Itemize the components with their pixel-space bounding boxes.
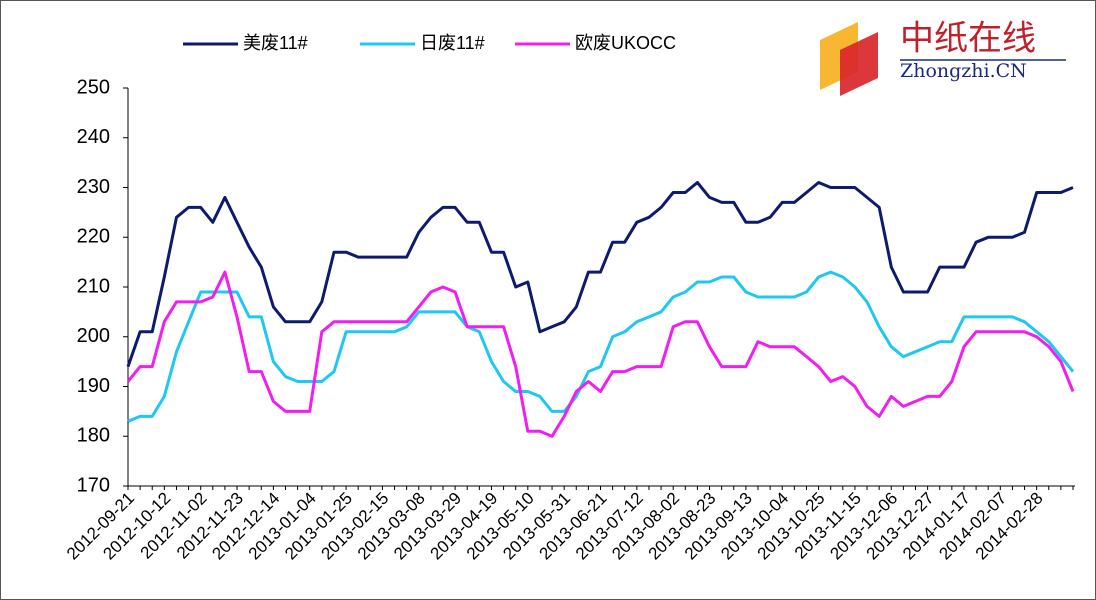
series-line (126, 181, 1074, 368)
y-tick-label: 250 (77, 76, 110, 98)
legend-label: 日废11# (420, 33, 485, 53)
logo-icon (840, 32, 878, 96)
y-tick-label: 180 (77, 425, 110, 447)
y-tick-label: 220 (77, 226, 110, 248)
y-tick-label: 230 (77, 176, 110, 198)
legend-label: 欧废UKOCC (575, 33, 676, 53)
y-tick-label: 190 (77, 375, 110, 397)
logo-site: Zhongzhi.CN (900, 60, 1027, 82)
y-tick-label: 200 (77, 325, 110, 347)
y-tick-label: 170 (77, 474, 110, 496)
series-line (126, 270, 1075, 438)
legend-label: 美废11# (243, 33, 308, 53)
y-tick-label: 210 (77, 275, 110, 297)
series-line (127, 270, 1075, 423)
logo: 中纸在线 Zhongzhi.CN (820, 19, 1066, 96)
y-tick-label: 240 (77, 126, 110, 148)
logo-name: 中纸在线 (900, 19, 1036, 59)
